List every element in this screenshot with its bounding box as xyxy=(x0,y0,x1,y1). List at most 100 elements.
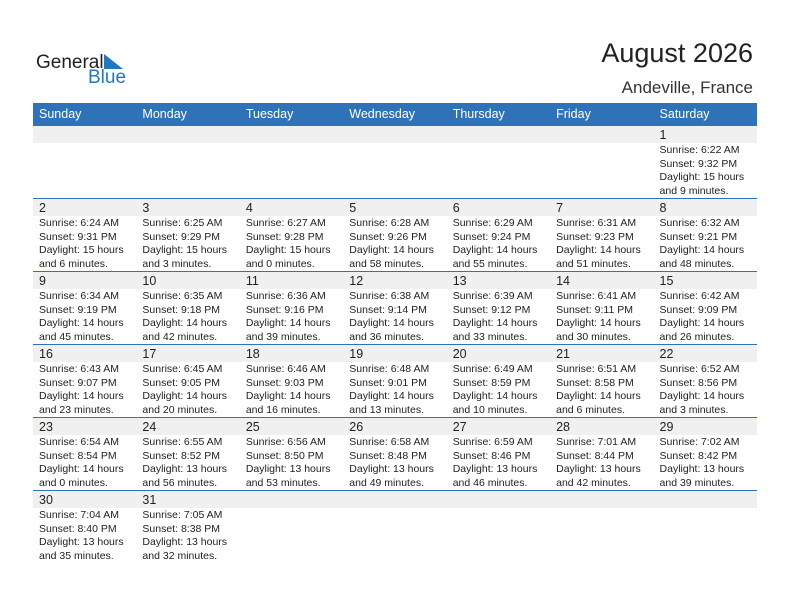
day-info: Sunrise: 6:55 AM Sunset: 8:52 PM Daylight:… xyxy=(136,435,239,490)
sunrise-text: Sunrise: 7:01 AM xyxy=(556,436,637,448)
day-cell: 19 Sunrise: 6:48 AM Sunset: 9:01 PM Dayligh… xyxy=(343,345,447,417)
minutes-text: and 16 minutes. xyxy=(245,403,321,416)
minutes-text: and 30 minutes. xyxy=(556,330,631,343)
daylight-text: Daylight: 15 hours xyxy=(142,244,228,256)
day-number: 13 xyxy=(446,272,551,289)
sunrise-text: Sunrise: 6:34 AM xyxy=(39,290,119,302)
sunset-text: Sunset: 9:11 PM xyxy=(556,303,633,316)
day-cell xyxy=(550,126,654,198)
day-number: 2 xyxy=(33,199,137,216)
week-row: 1 Sunrise: 6:22 AM Sunset: 9:32 PM Daylight… xyxy=(33,126,757,199)
day-info: Sunrise: 6:28 AM Sunset: 9:26 PM Daylight:… xyxy=(343,216,446,271)
day-cell: 23 Sunrise: 6:54 AM Sunset: 8:54 PM Dayligh… xyxy=(33,418,137,490)
day-cell xyxy=(136,126,240,198)
sunrise-text: Sunrise: 7:04 AM xyxy=(39,509,119,521)
sunset-text: Sunset: 9:31 PM xyxy=(39,230,117,243)
day-cell: 26 Sunrise: 6:58 AM Sunset: 8:48 PM Dayligh… xyxy=(343,418,447,490)
minutes-text: and 35 minutes. xyxy=(39,549,114,562)
day-info: Sunrise: 6:35 AM Sunset: 9:18 PM Daylight:… xyxy=(136,289,239,344)
sunrise-text: Sunrise: 6:25 AM xyxy=(142,217,223,229)
daylight-text: Daylight: 14 hours xyxy=(142,390,228,402)
daylight-text: Daylight: 14 hours xyxy=(349,244,434,256)
sunset-text: Sunset: 9:19 PM xyxy=(39,303,117,316)
logo-blue-text: Blue xyxy=(88,67,127,88)
sunset-text: Sunset: 8:52 PM xyxy=(142,449,221,462)
daylight-text: Daylight: 14 hours xyxy=(349,390,434,402)
day-number: 31 xyxy=(136,491,240,508)
day-cell: 6 Sunrise: 6:29 AM Sunset: 9:24 PM Daylight… xyxy=(446,199,551,271)
day-cell: 20 Sunrise: 6:49 AM Sunset: 8:59 PM Dayligh… xyxy=(446,345,551,417)
day-info: Sunrise: 6:58 AM Sunset: 8:48 PM Daylight:… xyxy=(343,435,446,490)
sunset-text: Sunset: 8:40 PM xyxy=(39,522,117,535)
sunrise-text: Sunrise: 7:02 AM xyxy=(659,436,740,448)
day-number: 22 xyxy=(653,345,757,362)
weekday-wednesday: Wednesday xyxy=(349,107,416,121)
day-cell xyxy=(446,126,551,198)
day-info: Sunrise: 6:45 AM Sunset: 9:05 PM Daylight:… xyxy=(136,362,239,417)
day-number: 4 xyxy=(239,199,344,216)
daylight-text: Daylight: 14 hours xyxy=(556,317,641,329)
day-number: 28 xyxy=(550,418,654,435)
sunrise-text: Sunrise: 6:48 AM xyxy=(349,363,430,375)
day-cell xyxy=(33,126,137,198)
day-info: Sunrise: 6:54 AM Sunset: 8:54 PM Daylight:… xyxy=(33,435,136,490)
day-info: Sunrise: 6:46 AM Sunset: 9:03 PM Daylight:… xyxy=(240,362,343,417)
minutes-text: and 20 minutes. xyxy=(142,403,218,416)
day-cell xyxy=(239,126,344,198)
minutes-text: and 33 minutes. xyxy=(452,330,528,343)
sunrise-text: Sunrise: 6:59 AM xyxy=(452,436,533,448)
sunrise-text: Sunrise: 6:43 AM xyxy=(39,363,119,375)
minutes-text: and 0 minutes. xyxy=(245,257,315,270)
page-title: August 2026 xyxy=(601,38,753,68)
sunrise-text: Sunrise: 6:46 AM xyxy=(245,363,326,375)
minutes-text: and 39 minutes. xyxy=(245,330,321,343)
daylight-text: Daylight: 13 hours xyxy=(39,536,124,548)
week-row: 30 Sunrise: 7:04 AM Sunset: 8:40 PM Dayligh… xyxy=(33,491,757,564)
day-info: Sunrise: 6:27 AM Sunset: 9:28 PM Daylight:… xyxy=(240,216,343,271)
week-row: 23 Sunrise: 6:54 AM Sunset: 8:54 PM Dayligh… xyxy=(33,418,757,491)
minutes-text: and 56 minutes. xyxy=(142,476,218,489)
day-info: Sunrise: 6:56 AM Sunset: 8:50 PM Daylight:… xyxy=(240,435,343,490)
day-number: 18 xyxy=(239,345,344,362)
day-cell xyxy=(239,491,344,564)
sunrise-text: Sunrise: 6:56 AM xyxy=(245,436,326,448)
sunset-text: Sunset: 8:58 PM xyxy=(556,376,634,389)
week-row: 9 Sunrise: 6:34 AM Sunset: 9:19 PM Daylight… xyxy=(33,272,757,345)
day-number: 25 xyxy=(239,418,344,435)
day-number: 20 xyxy=(446,345,551,362)
sunset-text: Sunset: 8:48 PM xyxy=(349,449,427,462)
day-number: 23 xyxy=(33,418,137,435)
minutes-text: and 45 minutes. xyxy=(39,330,114,343)
daylight-text: Daylight: 13 hours xyxy=(142,536,228,548)
week-row: 16 Sunrise: 6:43 AM Sunset: 9:07 PM Dayligh… xyxy=(33,345,757,418)
day-number: 7 xyxy=(550,199,654,216)
sunrise-text: Sunrise: 6:22 AM xyxy=(659,144,740,156)
weekday-thursday: Thursday xyxy=(452,107,505,121)
sunset-text: Sunset: 9:21 PM xyxy=(659,230,738,243)
general-blue-logo: General Blue xyxy=(36,52,136,92)
location: Andeville, France xyxy=(621,78,753,97)
minutes-text: and 36 minutes. xyxy=(349,330,424,343)
minutes-text: and 26 minutes. xyxy=(659,330,735,343)
day-number xyxy=(653,491,757,508)
sunrise-text: Sunrise: 6:28 AM xyxy=(349,217,430,229)
daylight-text: Daylight: 15 hours xyxy=(39,244,124,256)
day-number: 30 xyxy=(33,491,137,508)
day-cell: 2 Sunrise: 6:24 AM Sunset: 9:31 PM Daylight… xyxy=(33,199,137,271)
day-cell xyxy=(343,126,447,198)
day-cell: 21 Sunrise: 6:51 AM Sunset: 8:58 PM Dayligh… xyxy=(550,345,654,417)
day-info: Sunrise: 6:42 AM Sunset: 9:09 PM Daylight:… xyxy=(654,289,757,344)
minutes-text: and 49 minutes. xyxy=(349,476,424,489)
weekday-saturday: Saturday xyxy=(659,107,710,121)
sunset-text: Sunset: 9:28 PM xyxy=(245,230,324,243)
day-cell: 30 Sunrise: 7:04 AM Sunset: 8:40 PM Dayligh… xyxy=(33,491,137,564)
weekday-header: Sunday Monday Tuesday Wednesday Thursday Frid… xyxy=(33,103,757,126)
minutes-text: and 6 minutes. xyxy=(556,403,625,416)
day-number xyxy=(446,126,551,143)
day-number: 16 xyxy=(33,345,137,362)
day-cell: 10 Sunrise: 6:35 AM Sunset: 9:18 PM Dayligh… xyxy=(136,272,240,344)
sunset-text: Sunset: 9:05 PM xyxy=(142,376,221,389)
sunset-text: Sunset: 8:44 PM xyxy=(556,449,634,462)
daylight-text: Daylight: 14 hours xyxy=(659,390,745,402)
daylight-text: Daylight: 14 hours xyxy=(39,463,124,475)
